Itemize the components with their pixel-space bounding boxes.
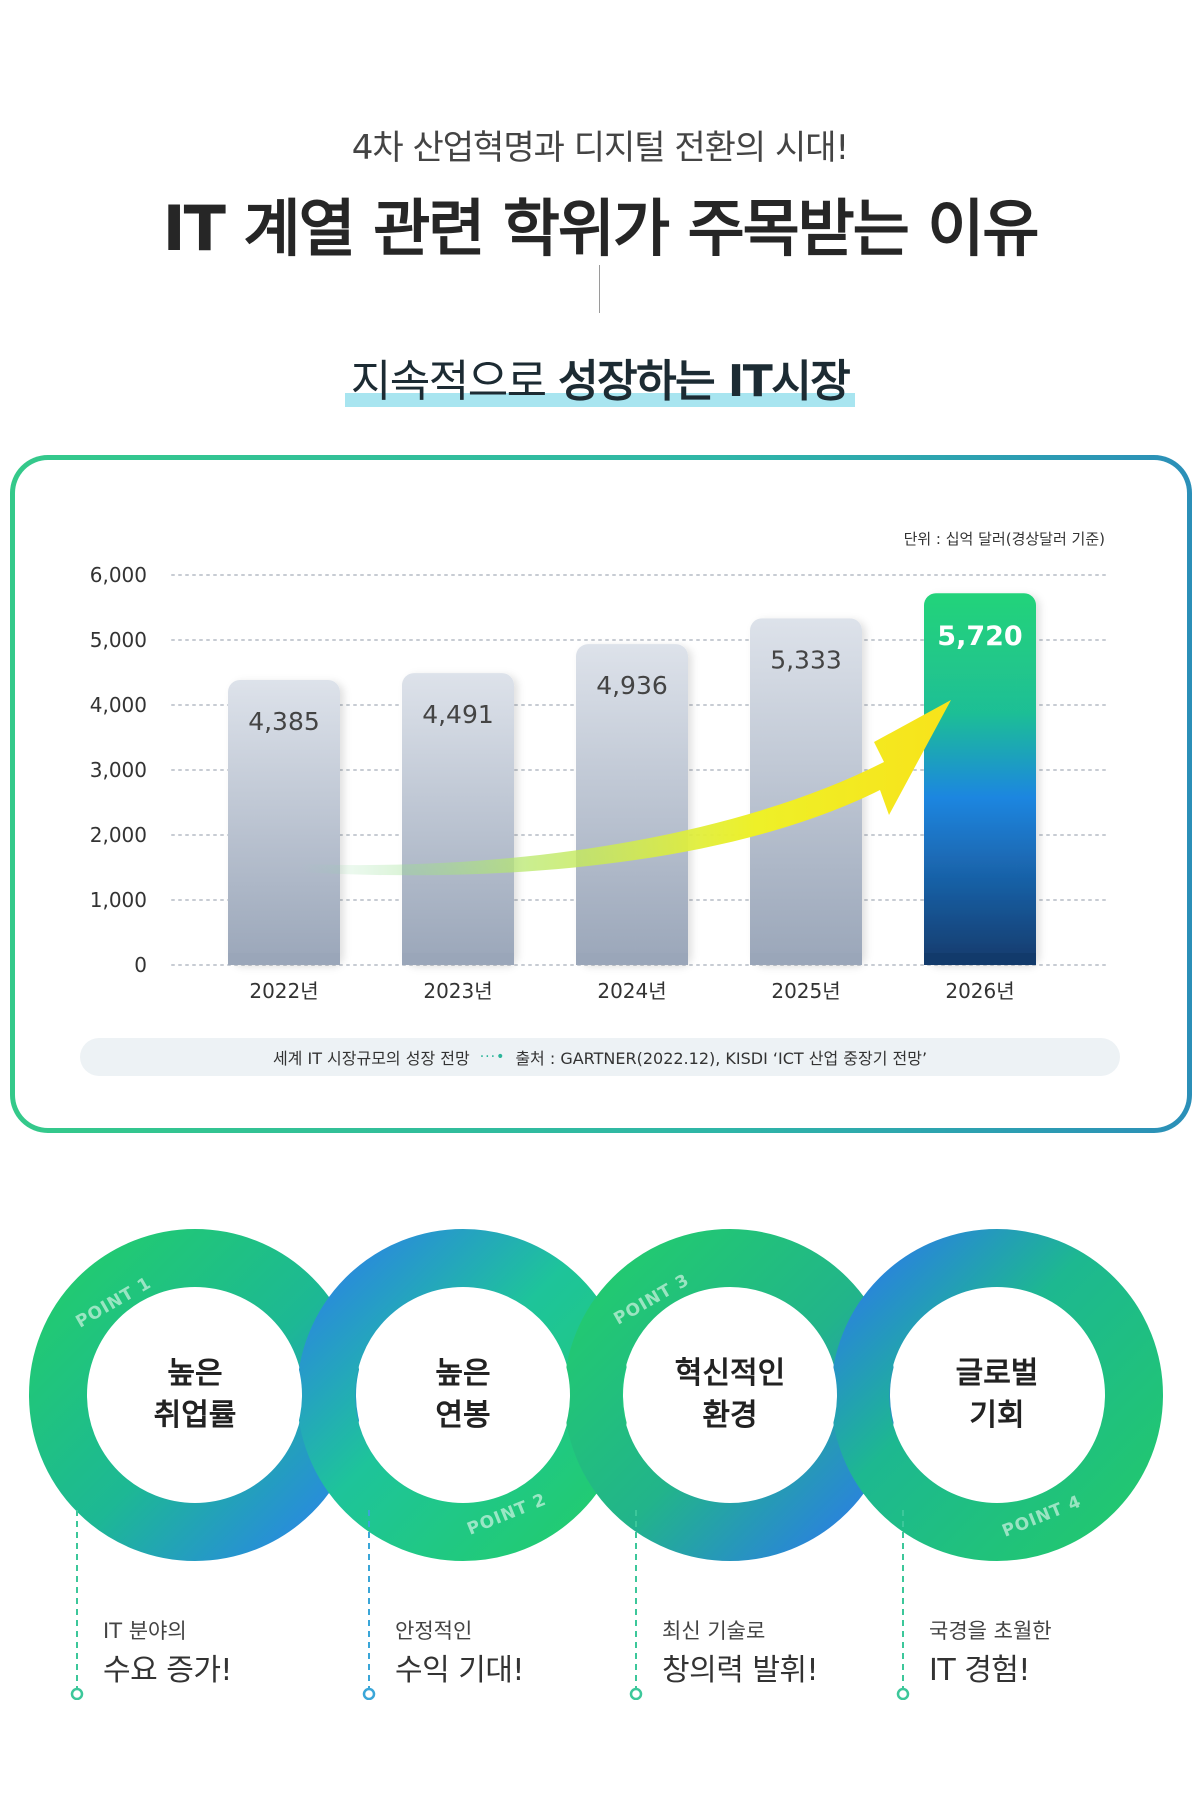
- y-axis-ticks: 0 1,000 2,000 3,000 4,000 5,000 6,000: [90, 563, 147, 977]
- x-tick-label: 2025년: [771, 979, 840, 1003]
- bar: [750, 618, 862, 965]
- point1-desc-small: IT 분야의: [103, 1619, 187, 1643]
- bar-base: [402, 953, 514, 965]
- y-tick-label: 2,000: [90, 823, 147, 847]
- point2-desc-small: 안정적인: [395, 1619, 473, 1643]
- chart-caption: 세계 IT 시장규모의 성장 전망: [272, 1049, 470, 1068]
- point4-desc-small: 국경을 초월한: [929, 1619, 1052, 1643]
- bar-base: [750, 953, 862, 965]
- bar-base: [228, 953, 340, 965]
- point1-dot-icon: [70, 1687, 84, 1700]
- y-tick-label: 6,000: [90, 563, 147, 587]
- y-tick-label: 0: [134, 953, 147, 977]
- bar: [228, 679, 340, 965]
- x-tick-label: 2022년: [249, 979, 318, 1003]
- point1-label-line2: 취업률: [153, 1398, 237, 1433]
- point2-label-line2: 연봉: [435, 1398, 491, 1433]
- chart-source-bar: 세계 IT 시장규모의 성장 전망 ···• 출처 : GARTNER(2022…: [80, 1038, 1120, 1076]
- x-tick-label: 2023년: [423, 979, 492, 1003]
- bar: [576, 644, 688, 965]
- section-title: 지속적으로 성장하는 IT시장: [344, 345, 856, 409]
- point4-dot-icon: [896, 1687, 910, 1700]
- point3-dot-icon: [629, 1687, 643, 1700]
- section-title-bold: 성장하는 IT시장: [558, 356, 851, 407]
- value-label: 4,491: [422, 700, 494, 729]
- y-tick-label: 4,000: [90, 693, 147, 717]
- point4-label-line2: 기회: [969, 1398, 1025, 1433]
- chart-source: 출처 : GARTNER(2022.12), KISDI ‘ICT 산업 중장기…: [515, 1049, 928, 1068]
- point3-label: 혁신적인 환경: [630, 1353, 830, 1437]
- point2-label: 높은 연봉: [363, 1353, 563, 1437]
- point3-description: 최신 기술로 창의력 발휘!: [662, 1615, 819, 1689]
- bars: [228, 593, 1036, 965]
- value-label: 4,936: [596, 671, 668, 700]
- page-subtitle: 4차 산업혁명과 디지털 전환의 시대!: [351, 128, 849, 168]
- point1-desc-big: 수요 증가!: [103, 1653, 232, 1688]
- y-tick-label: 5,000: [90, 628, 147, 652]
- bar-highlight: [924, 593, 1036, 965]
- bar-base: [576, 953, 688, 965]
- page-title: IT 계열 관련 학위가 주목받는 이유: [162, 192, 1040, 265]
- point2-dot-icon: [362, 1687, 376, 1700]
- value-label: 5,333: [770, 645, 842, 674]
- x-tick-label: 2026년: [945, 979, 1014, 1003]
- x-axis-ticks: 2022년 2023년 2024년 2025년 2026년: [249, 979, 1014, 1003]
- point2-description: 안정적인 수익 기대!: [395, 1615, 524, 1689]
- point3-center: [623, 1288, 837, 1502]
- bar-base: [924, 953, 1036, 965]
- value-labels: 4,385 4,491 4,936 5,333 5,720: [248, 621, 1022, 736]
- point4-label-line1: 글로벌: [955, 1356, 1039, 1391]
- point4-desc-big: IT 경험!: [929, 1653, 1030, 1688]
- point1-center: [88, 1288, 302, 1502]
- x-tick-label: 2024년: [597, 979, 666, 1003]
- point1-label: 높은 취업률: [95, 1353, 295, 1437]
- bar: [402, 673, 514, 965]
- point3-label-line2: 환경: [702, 1398, 758, 1433]
- point2-center: [356, 1288, 570, 1502]
- point3-label-line1: 혁신적인: [674, 1356, 786, 1391]
- points-rings: POINT 1 POINT 2 POINT 3 POINT 4: [29, 1229, 1163, 1561]
- point4-description: 국경을 초월한 IT 경험!: [929, 1615, 1052, 1689]
- point2-desc-big: 수익 기대!: [395, 1653, 524, 1688]
- arrow-dots-icon: ···•: [479, 1049, 506, 1065]
- value-label: 5,720: [937, 621, 1022, 652]
- point1-description: IT 분야의 수요 증가!: [103, 1615, 232, 1689]
- point4-label: 글로벌 기회: [897, 1353, 1097, 1437]
- point4-center: [890, 1288, 1104, 1502]
- y-tick-label: 3,000: [90, 758, 147, 782]
- chart-unit-label: 단위 : 십억 달러(경상달러 기준): [903, 530, 1105, 548]
- point1-label-line1: 높은: [167, 1356, 223, 1391]
- value-label: 4,385: [248, 707, 320, 736]
- point3-desc-big: 창의력 발휘!: [662, 1653, 819, 1688]
- point2-label-line1: 높은: [435, 1356, 491, 1391]
- point4-ring: [831, 1229, 1163, 1561]
- y-tick-label: 1,000: [90, 888, 147, 912]
- divider: [599, 265, 600, 313]
- point3-desc-small: 최신 기술로: [662, 1619, 766, 1643]
- point-connectors: [70, 1510, 910, 1700]
- section-heading: 지속적으로 성장하는 IT시장: [0, 345, 1200, 409]
- section-title-light: 지속적으로: [350, 356, 559, 407]
